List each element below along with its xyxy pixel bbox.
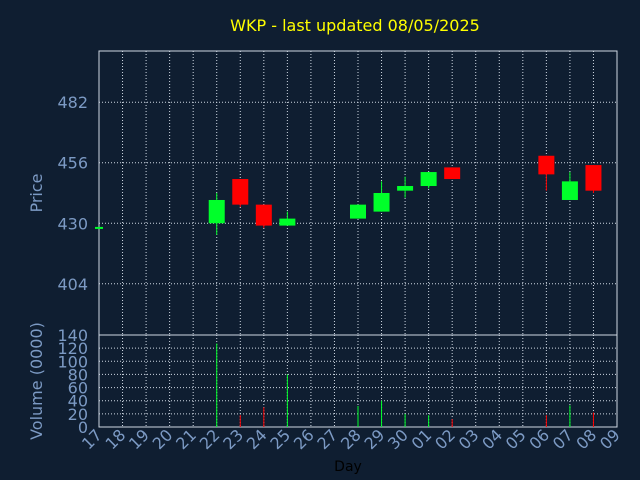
volume-axis-label: Volume (0000) xyxy=(27,322,46,440)
volume-tick-label: 0 xyxy=(78,418,88,437)
candle-body xyxy=(95,226,103,229)
candle-body xyxy=(373,193,390,212)
volume-tick-label: 40 xyxy=(68,392,88,411)
price-tick-label: 482 xyxy=(57,93,88,112)
candle-body xyxy=(350,204,366,219)
candle-body xyxy=(561,181,578,200)
price-tick-label: 430 xyxy=(57,214,88,233)
volume-tick-label: 20 xyxy=(68,405,88,424)
candle-body xyxy=(397,186,414,191)
candles xyxy=(95,155,602,235)
volume-tick-label: 120 xyxy=(57,339,88,358)
candle-body xyxy=(208,199,225,224)
chart-title: WKP - last updated 08/05/2025 xyxy=(230,16,480,35)
price-tick-label: 456 xyxy=(57,154,88,173)
x-tick-labels: 1718192021222324252627282930010203040506… xyxy=(78,425,624,453)
volume-tick-label: 100 xyxy=(57,352,88,371)
candle-body xyxy=(232,179,249,205)
candle-body xyxy=(420,172,437,187)
x-axis-label: Day xyxy=(334,459,362,475)
x-tick-label: 09 xyxy=(596,425,624,453)
volume-tick-label: 80 xyxy=(68,365,88,384)
candle-body xyxy=(255,204,272,226)
price-tick-label: 404 xyxy=(57,275,88,294)
candle-body xyxy=(538,155,555,175)
price-axis-label: Price xyxy=(27,173,46,212)
candle-body xyxy=(585,165,602,191)
candle-body xyxy=(444,167,461,180)
candle-body xyxy=(279,218,296,226)
volume-tick-label: 60 xyxy=(68,379,88,398)
price-y-ticks: 404 430 456 482 xyxy=(57,93,88,294)
volume-bars xyxy=(216,343,594,427)
price-grid xyxy=(99,51,617,335)
volume-tick-label: 140 xyxy=(57,326,88,345)
price-panel: 404 430 456 482 Price xyxy=(27,50,618,336)
